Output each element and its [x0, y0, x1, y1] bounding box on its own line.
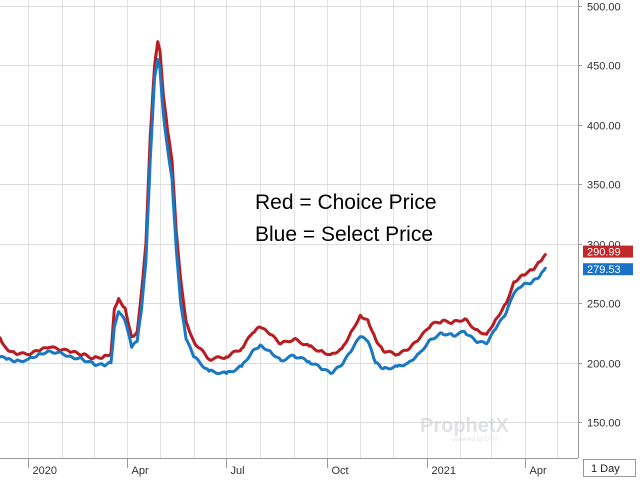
x-axis: 2020 Apr Jul Oct 2021 Apr — [28, 458, 547, 477]
select-price-line — [0, 58, 547, 376]
y-tick-label: 200.00 — [587, 359, 621, 371]
x-tick-label: Apr — [530, 465, 547, 477]
series-layer — [0, 40, 547, 376]
badge-background — [583, 263, 633, 276]
y-axis: 150.00200.00250.00300.00350.00400.00450.… — [578, 2, 621, 430]
timeframe-label[interactable]: 1 Day — [591, 463, 620, 475]
x-axis-band — [0, 458, 578, 480]
x-tick-label: 2020 — [33, 465, 57, 477]
y-tick-label: 500.00 — [587, 2, 621, 14]
watermark-text: ProphetX — [420, 415, 510, 437]
y-tick-label: 150.00 — [587, 418, 621, 430]
badge-value: 290.99 — [587, 247, 621, 259]
prophetx-watermark: ProphetX powered by DTN — [420, 415, 510, 443]
y-tick-label: 250.00 — [587, 299, 621, 311]
plot-background — [0, 0, 578, 458]
annotation-line-2: Blue = Select Price — [255, 223, 433, 246]
vertical-gridlines — [28, 0, 558, 458]
x-tick-label: Oct — [332, 465, 349, 477]
timeframe-box[interactable] — [583, 459, 636, 477]
x-tick-label: Jul — [231, 465, 245, 477]
x-tick-label: 2021 — [432, 465, 456, 477]
choice-last-value-badge: 290.99 — [583, 245, 633, 259]
annotation-line-1: Red = Choice Price — [255, 191, 437, 214]
badge-value: 279.53 — [587, 264, 621, 276]
timeframe-selector[interactable]: 1 Day — [583, 459, 636, 477]
y-tick-label: 350.00 — [587, 180, 621, 192]
badge-background — [583, 245, 633, 258]
select-last-value-badge: 279.53 — [583, 263, 633, 276]
y-tick-label: 400.00 — [587, 121, 621, 133]
y-tick-label: 450.00 — [587, 61, 621, 73]
choice-price-line — [0, 40, 547, 362]
horizontal-gridlines — [0, 6, 578, 423]
x-tick-label: Apr — [132, 465, 149, 477]
last-value-badges: 290.99 279.53 — [583, 245, 633, 276]
watermark-subtext: powered by DTN — [452, 437, 497, 443]
